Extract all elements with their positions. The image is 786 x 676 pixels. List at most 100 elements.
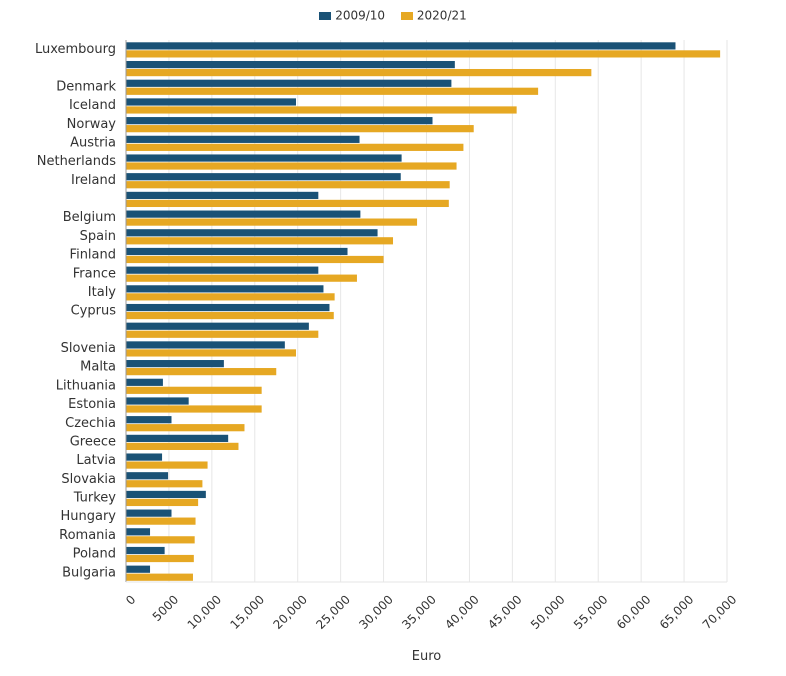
y-tick-label-9: Belgium — [63, 210, 116, 225]
bar-2020-1 — [126, 68, 592, 77]
bar-2009-14 — [126, 303, 330, 312]
bar-2020-12 — [126, 274, 357, 282]
bar-2009-8 — [126, 191, 319, 200]
y-tick-label-24: Turkey — [73, 491, 117, 506]
y-tick-label-14: Cyprus — [71, 304, 117, 319]
x-tick-label-3: 15,000 — [228, 592, 268, 632]
bar-2020-20 — [126, 424, 245, 432]
x-tick-label-2: 10,000 — [185, 592, 225, 632]
y-tick-label-26: Romania — [59, 528, 116, 543]
bar-2009-7 — [126, 173, 401, 181]
x-tick-label-12: 60,000 — [614, 592, 654, 632]
bar-2020-16 — [126, 349, 296, 357]
x-tick-label-11: 55,000 — [571, 592, 611, 632]
y-tick-label-19: Estonia — [68, 397, 116, 412]
bar-2020-15 — [126, 330, 319, 338]
bar-2020-7 — [126, 181, 450, 189]
y-tick-label-22: Latvia — [76, 453, 116, 468]
bar-2009-20 — [126, 416, 172, 424]
x-tick-label-13: 65,000 — [657, 592, 697, 632]
x-tick-labels: 0 5000 10,000 15,000 20,000 25,000 30,000 35,00… — [123, 592, 739, 632]
y-tick-labels: Luxembourg Denmark Iceland Norway Austria Net… — [35, 42, 116, 580]
bar-2020-26 — [126, 536, 195, 544]
bar-2020-5 — [126, 143, 464, 151]
bar-2020-18 — [126, 386, 262, 394]
x-tick-label-1: 5000 — [150, 592, 181, 623]
x-tick-label-14: 70,000 — [700, 592, 740, 632]
y-tick-label-3: Iceland — [69, 98, 116, 113]
bar-2020-25 — [126, 517, 196, 525]
bar-2020-3 — [126, 106, 517, 114]
bar-2009-26 — [126, 528, 151, 536]
bar-2020-17 — [126, 368, 277, 376]
y-tick-label-20: Czechia — [65, 416, 116, 431]
bar-2009-27 — [126, 546, 165, 555]
bar-2020-0 — [126, 50, 721, 58]
legend-label-2009: 2009/10 — [335, 8, 386, 23]
bar-2009-1 — [126, 60, 455, 69]
x-tick-label-5: 25,000 — [313, 592, 353, 632]
legend-swatch-2009 — [319, 11, 332, 20]
bar-2009-6 — [126, 154, 402, 162]
bar-2009-9 — [126, 210, 361, 218]
bar-2020-2 — [126, 87, 539, 95]
y-tick-label-21: Greece — [70, 434, 116, 449]
bar-2020-24 — [126, 498, 199, 507]
x-tick-label-7: 35,000 — [399, 592, 439, 632]
bar-2020-23 — [126, 480, 203, 488]
y-tick-label-10: Spain — [80, 229, 116, 244]
bar-2009-4 — [126, 117, 433, 125]
legend-label-2020: 2020/21 — [416, 8, 467, 23]
bar-2009-2 — [126, 79, 452, 87]
y-tick-label-25: Hungary — [60, 509, 116, 524]
bar-2009-23 — [126, 472, 169, 480]
bar-2009-22 — [126, 453, 163, 461]
y-tick-label-11: Finland — [70, 248, 116, 263]
bar-2020-21 — [126, 442, 239, 450]
bar-2009-15 — [126, 322, 309, 330]
bar-2009-21 — [126, 434, 229, 442]
bar-2009-12 — [126, 266, 319, 274]
x-tick-label-4: 20,000 — [270, 592, 310, 632]
bar-2020-13 — [126, 293, 335, 301]
bar-2009-28 — [126, 565, 151, 573]
bar-2009-16 — [126, 341, 285, 349]
y-tick-label-27: Poland — [73, 547, 116, 562]
bar-2020-22 — [126, 461, 208, 469]
bar-2009-5 — [126, 135, 360, 143]
bar-2009-10 — [126, 229, 378, 237]
y-tick-label-16: Slovenia — [61, 341, 116, 356]
x-tick-label-0: 0 — [123, 592, 138, 607]
bar-2020-8 — [126, 199, 449, 208]
bar-2009-17 — [126, 360, 224, 368]
bar-2020-19 — [126, 405, 262, 413]
bar-2020-27 — [126, 554, 194, 563]
y-tick-label-2: Denmark — [56, 79, 116, 94]
legend-item-2020[interactable]: 2020/21 — [400, 8, 467, 23]
bar-2009-11 — [126, 247, 348, 256]
bar-2020-28 — [126, 573, 193, 581]
bar-2020-10 — [126, 237, 394, 245]
y-tick-label-7: Ireland — [71, 173, 116, 188]
y-tick-label-5: Austria — [70, 135, 116, 150]
x-tick-label-9: 45,000 — [485, 592, 525, 632]
y-tick-label-6: Netherlands — [37, 154, 116, 169]
bar-2009-19 — [126, 397, 189, 405]
bar-2009-3 — [126, 98, 296, 106]
y-tick-label-12: France — [73, 266, 116, 281]
x-tick-label-10: 50,000 — [528, 592, 568, 632]
chart-legend: 2009/10 2020/21 — [0, 8, 786, 23]
legend-item-2009[interactable]: 2009/10 — [319, 8, 385, 23]
legend-swatch-2020 — [400, 11, 413, 20]
x-tick-label-6: 30,000 — [356, 592, 396, 632]
y-tick-label-17: Malta — [80, 360, 116, 375]
y-tick-label-28: Bulgaria — [62, 565, 116, 580]
bar-2020-9 — [126, 218, 418, 226]
y-tick-label-23: Slovakia — [61, 472, 116, 487]
bar-2020-14 — [126, 311, 334, 320]
y-tick-label-0: Luxembourg — [35, 42, 116, 57]
bar-2009-24 — [126, 490, 206, 499]
bar-2020-6 — [126, 162, 457, 170]
y-tick-label-4: Norway — [67, 117, 117, 132]
